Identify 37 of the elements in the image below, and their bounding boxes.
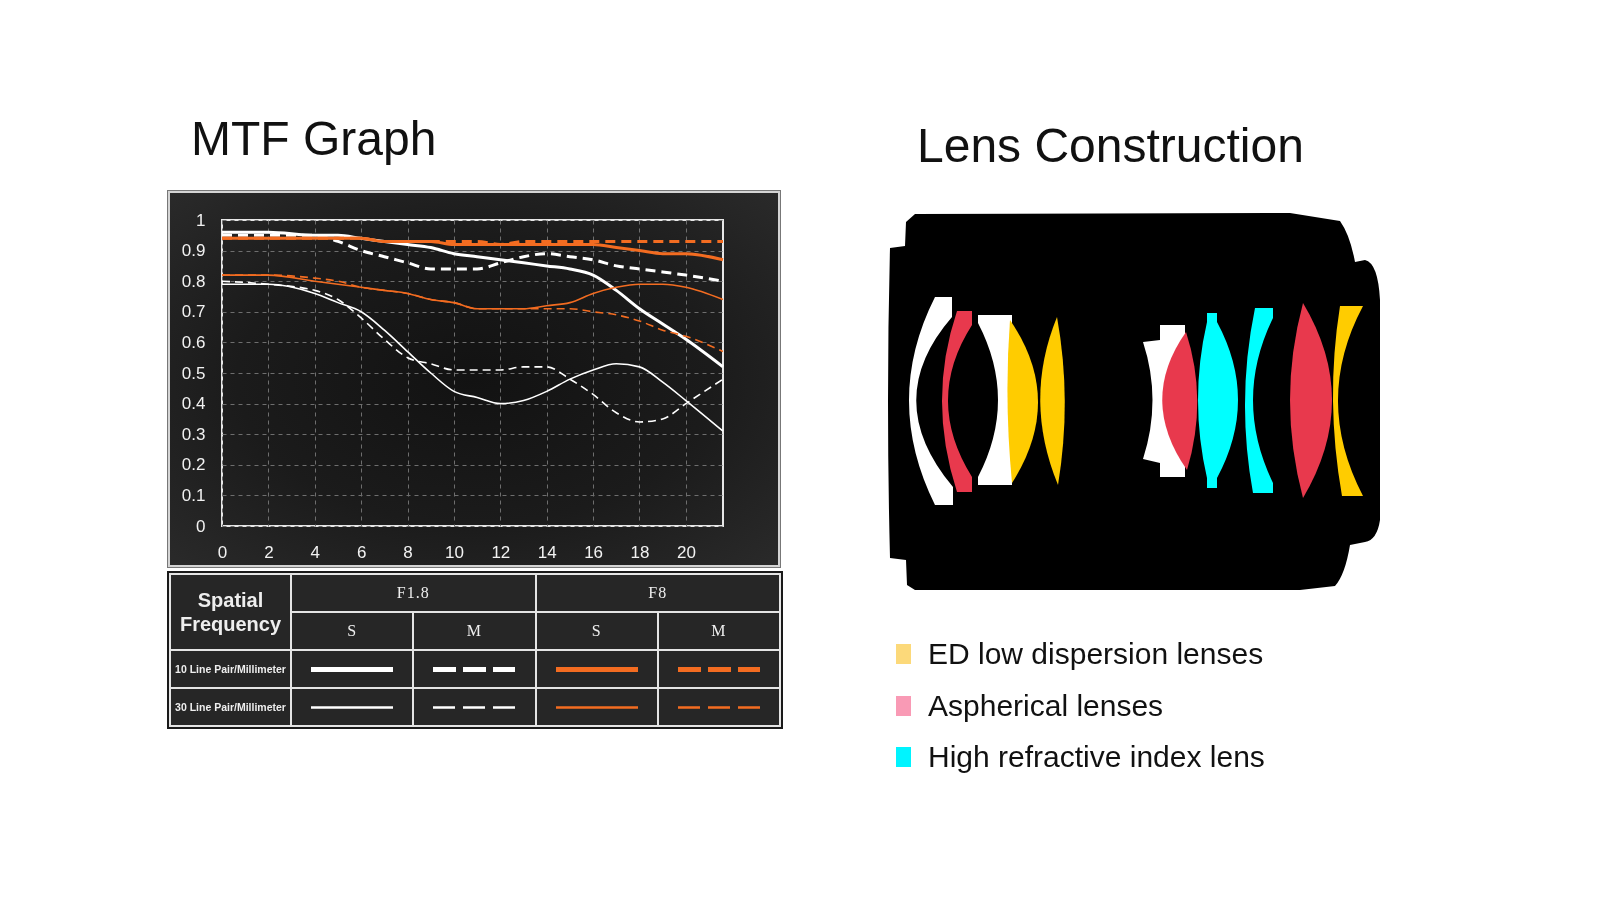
line-series: [220, 230, 725, 369]
x-tick-label: 6: [356, 542, 367, 562]
y-tick-label: 1: [196, 210, 206, 230]
text: Aspherical lenses: [928, 688, 1164, 722]
x-tick-label: 0: [217, 542, 228, 562]
x-tick-label: 4: [310, 542, 321, 562]
x-tick-label: 16: [584, 542, 604, 562]
x-tick-label: 20: [676, 542, 696, 562]
y-tick-label: 0.2: [181, 455, 206, 475]
y-tick-label: 0: [196, 516, 206, 536]
text: S: [291, 612, 414, 650]
y-tick-label: 0.3: [181, 424, 206, 444]
text: High refractive index lens: [928, 740, 1265, 773]
x-tick-label: 10: [444, 542, 464, 562]
text: 30 Line Pair/Millimeter: [170, 688, 291, 726]
text: F1.8: [291, 574, 536, 612]
x-tick-label: 12: [491, 542, 511, 562]
x-tick-label: 8: [403, 542, 413, 562]
y-tick-label: 0.9: [181, 241, 206, 261]
text: Spatial Frequency: [170, 574, 291, 650]
text: 10 Line Pair/Millimeter: [170, 650, 291, 688]
text: F8: [535, 574, 780, 612]
x-tick-label: 2: [264, 542, 274, 562]
y-tick-label: 0.5: [181, 363, 206, 383]
x-tick-label: 14: [537, 542, 557, 562]
y-tick-label: 0.1: [181, 485, 206, 505]
text: ED low dispersion lenses: [928, 637, 1264, 670]
text: Lens Construction: [917, 119, 1304, 172]
chart-title: MTF Graph: [191, 112, 437, 165]
y-tick-label: 0.4: [181, 394, 206, 414]
x-tick-label: 18: [630, 542, 650, 562]
text: S: [535, 612, 658, 650]
text: M: [657, 612, 780, 650]
y-tick-label: 0.6: [181, 332, 206, 352]
y-tick-label: 0.7: [181, 302, 206, 322]
text: M: [413, 612, 536, 650]
y-tick-label: 0.8: [181, 271, 206, 291]
